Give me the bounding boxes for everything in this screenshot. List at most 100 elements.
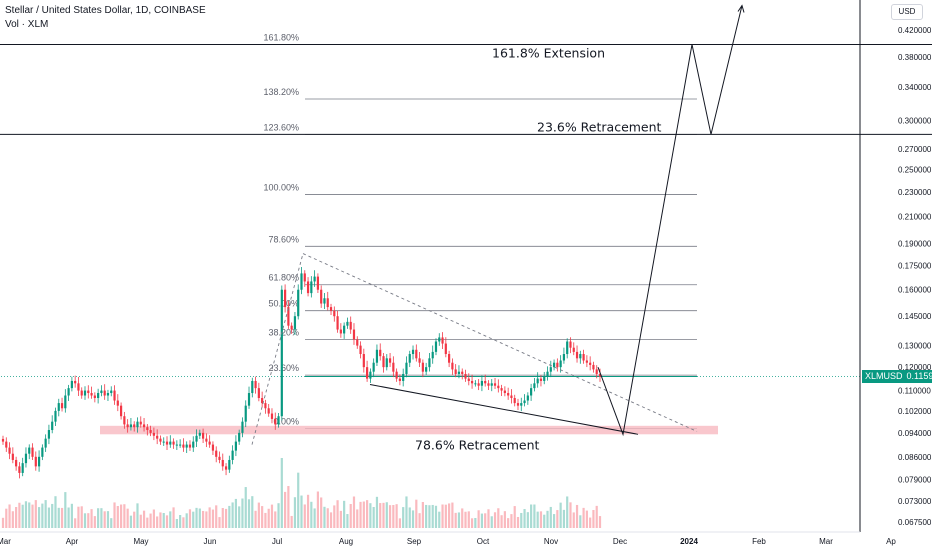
fib-level-label: 50.00% bbox=[268, 299, 299, 309]
price-tick-label: 0.190000 bbox=[898, 239, 932, 248]
volume-bar bbox=[106, 511, 110, 528]
candle-body bbox=[569, 341, 572, 348]
volume-bar bbox=[182, 517, 185, 528]
volume-bar bbox=[24, 501, 28, 528]
price-tick-label: 0.160000 bbox=[898, 286, 932, 295]
volume-bar bbox=[320, 497, 323, 528]
price-tag-ticker: XLMUSD bbox=[865, 371, 903, 381]
time-tick-label: Jun bbox=[204, 537, 217, 546]
volume-bar bbox=[503, 511, 506, 528]
volume-bar bbox=[451, 502, 454, 528]
volume-bar bbox=[244, 487, 247, 528]
volume-bar bbox=[572, 512, 575, 528]
candle-body bbox=[211, 444, 215, 451]
price-tick-label: 0.130000 bbox=[898, 342, 932, 351]
candle-body bbox=[185, 444, 188, 448]
volume-bar bbox=[585, 510, 588, 528]
candle-body bbox=[431, 351, 434, 359]
volume-bar bbox=[247, 499, 251, 528]
volume-bar bbox=[257, 502, 260, 528]
volume-bar bbox=[329, 512, 333, 528]
candle-body bbox=[251, 380, 254, 394]
time-tick-label: Apr bbox=[66, 537, 79, 546]
volume-bar bbox=[254, 510, 257, 528]
candle-body bbox=[146, 427, 149, 431]
candle-body bbox=[57, 403, 60, 411]
volume-bar bbox=[349, 503, 352, 528]
volume-bar bbox=[392, 504, 395, 528]
candle-body bbox=[198, 432, 201, 436]
candle-body bbox=[80, 390, 83, 396]
price-tick-label: 0.110000 bbox=[898, 387, 931, 396]
candle-body bbox=[218, 456, 221, 460]
volume-bar bbox=[264, 512, 267, 528]
price-tick-label: 0.270000 bbox=[898, 145, 932, 154]
volume-bar bbox=[172, 507, 175, 528]
price-tag-value: 0.115911 bbox=[906, 371, 932, 381]
currency-button[interactable]: USD bbox=[891, 4, 923, 20]
candle-body bbox=[142, 424, 146, 428]
candle-body bbox=[175, 444, 178, 446]
candle-body bbox=[579, 354, 582, 359]
candle-body bbox=[559, 360, 562, 368]
candle-body bbox=[395, 371, 398, 379]
volume-bar bbox=[179, 515, 182, 528]
candle-body bbox=[549, 367, 552, 372]
volume-bar bbox=[484, 513, 487, 528]
fib-level-label: 100.00% bbox=[263, 182, 299, 192]
candle-body bbox=[64, 395, 67, 409]
volume-bar bbox=[133, 511, 136, 528]
candle-body bbox=[179, 444, 182, 446]
candle-body bbox=[303, 273, 306, 282]
volume-bar bbox=[300, 495, 303, 528]
candle-body bbox=[123, 416, 126, 425]
drawings: 161.8% Extension 23.6% Retracement 78.6% R… bbox=[251, 4, 745, 452]
volume-bar bbox=[34, 500, 37, 528]
volume-bar bbox=[54, 496, 57, 528]
volume-bar bbox=[510, 514, 513, 528]
candle-body bbox=[369, 371, 372, 379]
candle-body bbox=[539, 378, 543, 381]
candle-body bbox=[136, 421, 139, 428]
volume-bar bbox=[18, 502, 21, 528]
candle-body bbox=[451, 362, 454, 370]
candle-body bbox=[359, 345, 362, 355]
volume-bar bbox=[346, 514, 349, 528]
fib-level-label: 38.20% bbox=[268, 327, 299, 337]
volume-bar bbox=[231, 502, 234, 528]
volume-bar bbox=[224, 508, 228, 528]
candle-body bbox=[356, 339, 359, 346]
candle-body bbox=[106, 393, 110, 396]
volume-bar bbox=[579, 515, 582, 528]
volume-bar bbox=[425, 504, 428, 528]
price-tick-label: 0.086000 bbox=[898, 453, 932, 462]
volume-bar bbox=[454, 512, 457, 528]
volume-bar bbox=[480, 513, 484, 528]
volume-bar bbox=[490, 516, 493, 528]
candle-body bbox=[316, 276, 320, 290]
volume-bar bbox=[470, 518, 474, 528]
volume-bar bbox=[539, 511, 543, 528]
candle-body bbox=[129, 424, 133, 428]
candle-body bbox=[31, 447, 34, 457]
fib-level-label: 161.80% bbox=[263, 32, 299, 42]
volume-bar bbox=[362, 501, 365, 528]
candle-body bbox=[139, 421, 142, 425]
candle-body bbox=[119, 405, 123, 417]
volume-bar bbox=[5, 508, 8, 528]
volume-bar bbox=[211, 509, 215, 528]
volume-bar bbox=[520, 512, 523, 528]
volume-bar bbox=[70, 503, 73, 528]
time-tick-label: 2024 bbox=[680, 537, 698, 546]
volume-bar bbox=[97, 508, 100, 528]
candle-body bbox=[300, 273, 303, 290]
candle-body bbox=[169, 441, 172, 445]
candle-body bbox=[493, 383, 497, 386]
volume-bar bbox=[28, 502, 31, 528]
candle-body bbox=[11, 453, 14, 460]
volume-bar bbox=[339, 510, 342, 528]
volume-bar bbox=[306, 494, 310, 528]
volume-bar bbox=[411, 510, 415, 528]
candle-body bbox=[530, 388, 533, 396]
